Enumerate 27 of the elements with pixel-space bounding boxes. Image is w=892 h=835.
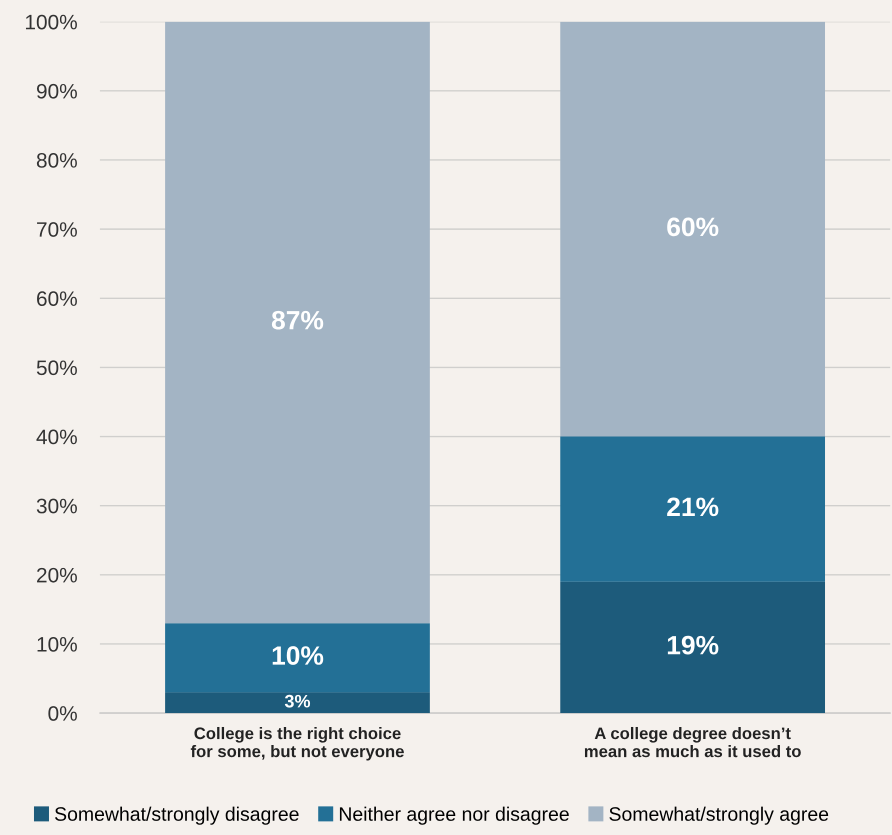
y-tick-label: 0% (48, 706, 77, 721)
data-label: 60% (667, 218, 718, 236)
legend-label: Somewhat/strongly agree (609, 806, 828, 825)
y-tick-label: 20% (37, 568, 77, 583)
y-tick-label: 100% (26, 14, 77, 30)
legend-label: Somewhat/strongly disagree (55, 806, 299, 825)
x-tick-label: College is the right choice for some, but not everyone (190, 726, 404, 761)
y-tick-label: 80% (36, 152, 77, 168)
data-label: 10% (272, 646, 324, 665)
data-label: 87% (272, 310, 324, 330)
data-label: 21% (667, 498, 718, 516)
legend-label: Neither agree nor disagree (340, 806, 569, 825)
data-label: 3% (284, 694, 310, 708)
bar (560, 22, 826, 437)
y-tick-label: 90% (36, 84, 77, 99)
y-tick-label: 10% (38, 636, 77, 652)
y-tick-label: 50% (36, 360, 77, 376)
y-tick-label: 40% (36, 430, 77, 444)
bar (165, 623, 430, 692)
y-tick-label: 30% (36, 498, 77, 514)
data-label: 19% (668, 636, 718, 654)
bar (165, 692, 430, 714)
y-tick-label: 70% (37, 222, 77, 237)
x-tick-label: A college degree doesn’t mean as much as it used to (584, 726, 801, 758)
bar (560, 582, 826, 714)
bar (560, 436, 826, 582)
y-tick-label: 60% (37, 291, 77, 306)
